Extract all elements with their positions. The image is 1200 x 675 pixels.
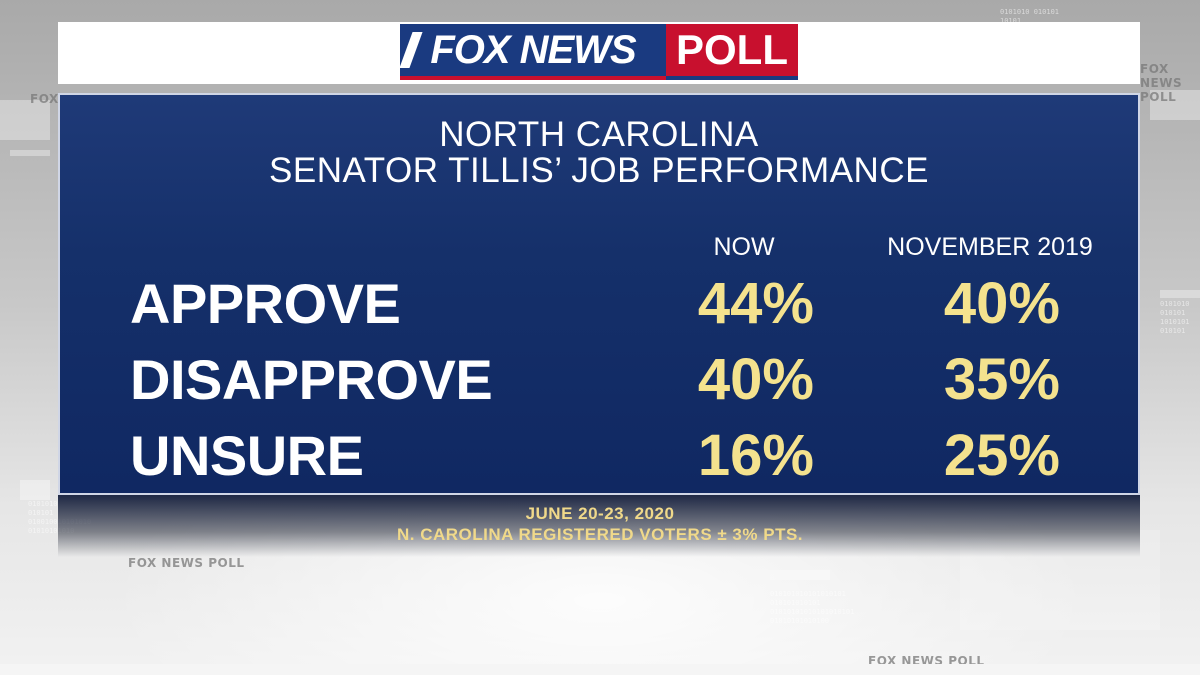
watermark-fox-news-poll: FOX NEWS POLL bbox=[128, 556, 245, 570]
logo-poll: POLL bbox=[666, 24, 798, 80]
column-header-now: NOW bbox=[713, 233, 775, 261]
footnote-sample: N. CAROLINA REGISTERED VOTERS ± 3% PTS. bbox=[396, 525, 804, 544]
fox-news-poll-logo: FOX NEWS POLL bbox=[399, 24, 798, 80]
row-label-unsure: UNSURE bbox=[130, 424, 364, 487]
value-disapprove-november-2019: 35% bbox=[943, 347, 1060, 412]
chart-subtitle: SENATOR TILLIS’ JOB PERFORMANCE bbox=[269, 151, 929, 190]
value-unsure-now: 16% bbox=[697, 423, 814, 488]
column-header-november-2019: NOVEMBER 2019 bbox=[887, 233, 1093, 261]
logo-brand-text: FOX NEWS bbox=[430, 27, 636, 72]
poll-panel: NORTH CAROLINA SENATOR TILLIS’ JOB PERFO… bbox=[58, 93, 1140, 495]
value-unsure-november-2019: 25% bbox=[943, 423, 1060, 488]
background-code: 010101010101010101 010101010101 01010101… bbox=[770, 590, 855, 625]
footnote-band bbox=[58, 495, 1140, 557]
footnote-date: JUNE 20-23, 2020 bbox=[525, 504, 675, 523]
value-disapprove-now: 40% bbox=[697, 347, 814, 412]
watermark-fox-news-poll: FOX NEWS POLL bbox=[1140, 62, 1183, 104]
logo-brand: FOX NEWS bbox=[399, 24, 666, 80]
value-approve-now: 44% bbox=[697, 271, 814, 336]
row-label-disapprove: DISAPPROVE bbox=[130, 348, 493, 411]
bottom-bar bbox=[0, 664, 1200, 675]
background-code: 0101010 010101 1010101 010101 bbox=[1160, 300, 1190, 335]
row-label-approve: APPROVE bbox=[130, 272, 401, 335]
chart-title: NORTH CAROLINA bbox=[439, 115, 759, 154]
value-approve-november-2019: 40% bbox=[943, 271, 1060, 336]
logo-slash-icon bbox=[399, 32, 423, 68]
